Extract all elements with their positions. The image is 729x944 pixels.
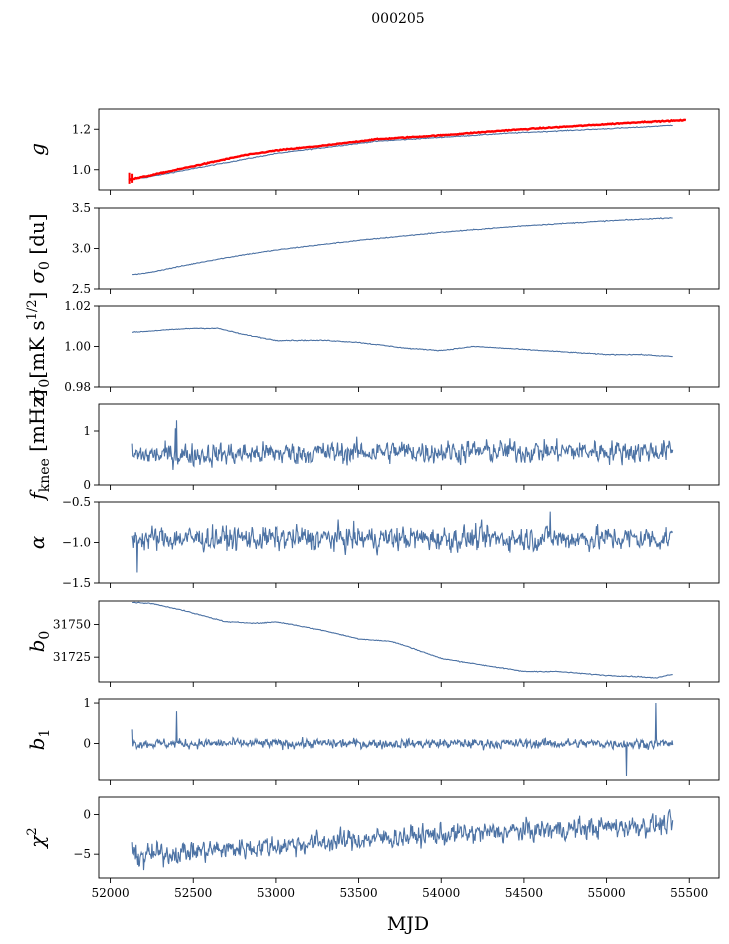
axes-frame [98,305,720,388]
y-tick-label: 3.0 [72,242,91,256]
y-tick-label: −1.0 [62,536,91,550]
panels: 1.0 1.2 g 2.5 3.0 3.5 σ0 [du] 0.98 1.00 1.02 σ0[mK… [25,108,720,900]
y-tick-label: −0.5 [62,495,91,509]
axes-frame [98,698,720,781]
figure-suptitle: 000205 [371,11,424,27]
y-axis-label: σ0[mK s1/2] [25,292,53,402]
x-tick-label: 52000 [91,886,129,900]
axes-frame [98,207,720,290]
x-tick-label: 52500 [174,886,212,900]
series-marker [128,172,134,184]
y-tick-label: 1.0 [72,163,91,177]
axes-frame [98,501,720,584]
x-tick-label: 55000 [587,886,625,900]
panel-4: −1.5 −1.0 −0.5 α [25,495,720,590]
y-axis-label: g [25,143,49,156]
axes-frame [98,796,720,879]
y-axis-label: χ2 [25,827,49,849]
y-tick-label: −1.5 [62,576,91,590]
y-axis-label: σ0 [du] [25,213,53,283]
y-tick-label: 1.00 [64,340,91,354]
series-line-0 [132,217,673,276]
x-tick-label: 53500 [339,886,377,900]
x-tick-label: 54000 [422,886,460,900]
panel-7: −5 0 52000 52500 53000 53500 54000 54500 55000 55… [25,796,720,900]
y-tick-label: 3.5 [72,201,91,215]
y-tick-label: 0.98 [64,380,91,394]
x-tick-label: 53000 [257,886,295,900]
x-axis-label: MJD [387,913,429,935]
y-axis-label: fknee [mHz] [25,389,53,501]
x-tick-label: 55500 [670,886,708,900]
panel-1: 2.5 3.0 3.5 σ0 [du] [25,201,720,296]
y-axis-label: b0 [25,631,53,653]
series-line-0 [131,420,674,470]
y-tick-label: 2.5 [72,282,91,296]
y-tick-label: −5 [73,847,91,861]
series-line-1 [128,118,687,182]
y-tick-label: 31725 [53,650,91,664]
axes-frame [98,403,720,486]
y-tick-label: 0 [83,807,91,821]
series-line-0 [131,511,674,573]
y-axis-label: α [25,535,49,549]
series-line-0 [130,124,673,180]
y-tick-label: 31750 [53,618,91,632]
series-line-0 [131,702,674,777]
x-tick-label: 54500 [505,886,543,900]
y-tick-label: 0 [83,737,91,751]
y-tick-label: 1 [83,696,91,710]
series-line-0 [132,601,673,679]
axes-frame [98,600,720,683]
panel-0: 1.0 1.2 g [25,108,720,195]
y-axis-label: b1 [25,729,53,751]
y-tick-label: 1.02 [64,299,91,313]
panel-3: 0 1 fknee [mHz] [25,389,720,502]
y-tick-label: 1 [83,424,91,438]
series-line-0 [131,327,673,358]
axes-frame [98,108,720,191]
panel-2: 0.98 1.00 1.02 σ0[mK s1/2] [25,292,720,402]
panel-6: 0 1 b1 [25,696,720,785]
y-tick-label: 1.2 [72,122,91,136]
y-tick-label: 0 [83,478,91,492]
series-line-0 [131,809,674,871]
